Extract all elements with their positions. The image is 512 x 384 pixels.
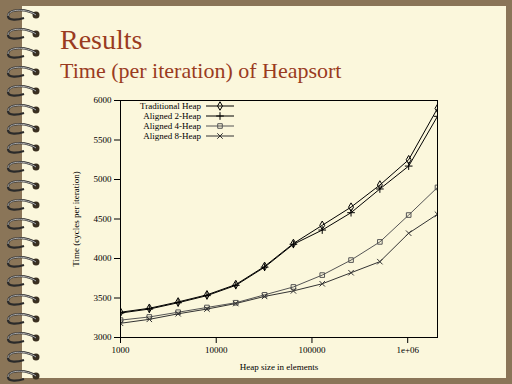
svg-text:100000: 100000 — [298, 345, 326, 355]
svg-text:1000: 1000 — [112, 345, 131, 355]
svg-text:4500: 4500 — [94, 214, 113, 224]
svg-text:3500: 3500 — [94, 293, 113, 303]
svg-text:4000: 4000 — [94, 253, 113, 263]
html-text:Time (per iteration) of Heapso: Time (per iteration) of Heapsort — [60, 58, 342, 83]
html-text:Traditional Heap: Traditional Heap — [140, 101, 201, 111]
svg-text:Time (cycles per iteration): Time (cycles per iteration) — [71, 171, 81, 266]
html-text:Results: Results — [60, 24, 143, 55]
svg-text:5500: 5500 — [94, 135, 113, 145]
svg-text:5000: 5000 — [94, 174, 113, 184]
svg-text:6000: 6000 — [94, 95, 113, 105]
html-text:Aligned 4-Heap: Aligned 4-Heap — [143, 121, 201, 131]
svg-text:1e+06: 1e+06 — [396, 345, 419, 355]
html-text:Aligned 8-Heap: Aligned 8-Heap — [143, 131, 201, 141]
svg-text:10000: 10000 — [205, 345, 228, 355]
html-text:Aligned 2-Heap: Aligned 2-Heap — [143, 111, 201, 121]
svg-text:Heap size in elements: Heap size in elements — [240, 362, 319, 372]
svg-text:3000: 3000 — [94, 332, 113, 342]
